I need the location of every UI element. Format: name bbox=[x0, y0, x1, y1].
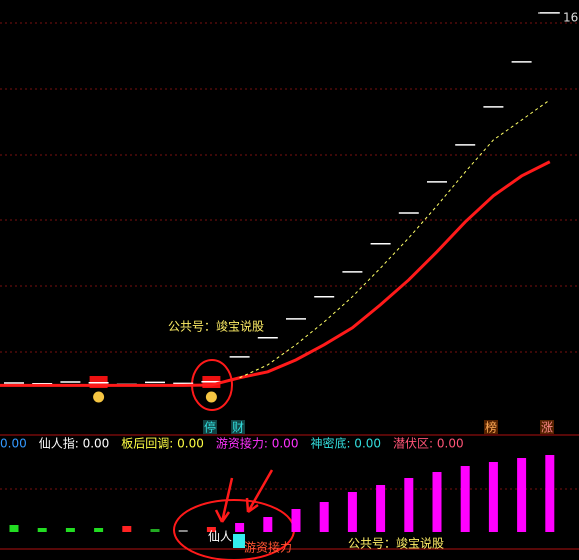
bar bbox=[263, 517, 273, 532]
bottom-label: 游资接力 bbox=[244, 540, 292, 555]
bar bbox=[376, 485, 386, 532]
signal-bg bbox=[484, 420, 498, 434]
legend-item: 仙人指: 0.00 bbox=[39, 436, 110, 451]
bar bbox=[432, 472, 442, 532]
watermark: 公共号：竣宝说股 bbox=[168, 319, 264, 334]
ma-line bbox=[0, 160, 551, 387]
bar bbox=[37, 528, 47, 532]
signal-label: 停 bbox=[204, 420, 216, 435]
legend-item: 潜伏区: 0.00 bbox=[393, 437, 464, 451]
annotation-arrow bbox=[214, 477, 234, 523]
bar bbox=[517, 458, 527, 532]
bar bbox=[206, 527, 216, 532]
bar bbox=[178, 530, 188, 532]
annotation-arrow bbox=[245, 469, 274, 514]
bar bbox=[235, 523, 245, 532]
bar bbox=[65, 528, 75, 532]
signal-label: 榜 bbox=[485, 420, 497, 435]
bar bbox=[460, 466, 470, 532]
signal-bg bbox=[203, 420, 217, 434]
watermark: 公共号：竣宝说股 bbox=[348, 536, 444, 551]
money-bag bbox=[205, 391, 217, 403]
marker bbox=[233, 534, 245, 548]
signal-bg bbox=[540, 420, 554, 434]
bar bbox=[9, 525, 19, 532]
legend-item: 游资接力: 0.00 bbox=[216, 436, 299, 451]
price-label: 16. bbox=[563, 11, 579, 25]
bar bbox=[347, 492, 357, 532]
bar bbox=[291, 509, 301, 532]
grid bbox=[0, 22, 579, 353]
bar bbox=[94, 528, 104, 532]
bar bbox=[545, 455, 555, 532]
bar bbox=[150, 529, 160, 532]
bar bbox=[404, 478, 414, 532]
signal-label: 涨 bbox=[541, 420, 553, 435]
signal-bg bbox=[231, 420, 245, 434]
legend-item: 神密底: 0.00 bbox=[310, 436, 381, 451]
money-bag bbox=[93, 391, 105, 403]
bar bbox=[319, 502, 329, 532]
bottom-label: 仙人 bbox=[208, 530, 232, 544]
legend-item: 板后回调: 0.00 bbox=[121, 437, 204, 451]
ma-line bbox=[239, 99, 551, 379]
bar bbox=[488, 462, 498, 532]
bar bbox=[122, 526, 132, 532]
signal-label: 财 bbox=[232, 421, 244, 435]
legend-item: 0.00 bbox=[0, 437, 27, 451]
